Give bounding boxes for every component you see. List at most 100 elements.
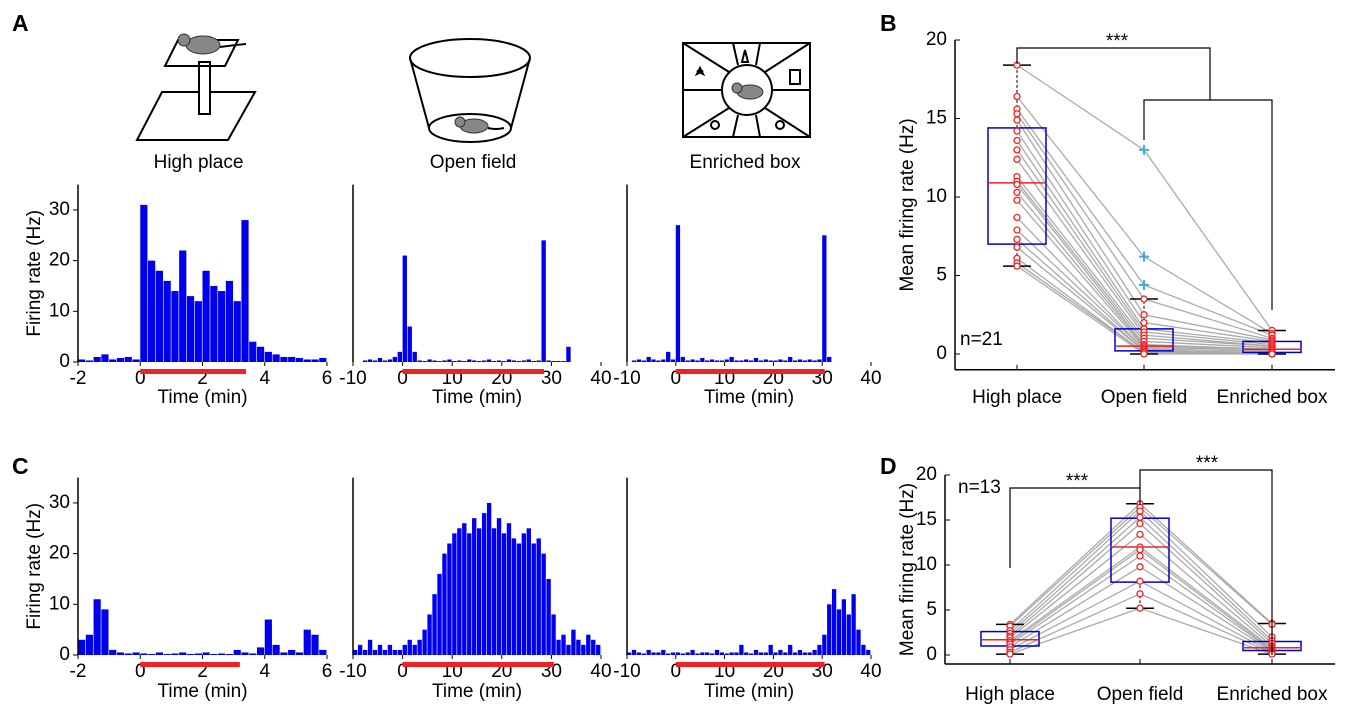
bar [496,360,502,362]
x-tick-label: 6 [322,368,333,389]
bar [783,652,788,655]
point [1136,530,1144,539]
bar [101,354,109,362]
bar [861,644,866,655]
bar [210,285,218,362]
bar [452,360,457,362]
bar [432,360,437,362]
y-axis-label: Mean firing rate (Hz) [897,118,918,291]
point [1013,226,1021,234]
y-tick-label: 20 [916,464,937,485]
bar [148,260,156,362]
bar [397,649,402,655]
bar [506,523,512,655]
bar [225,280,234,362]
bar [140,653,148,655]
bar [797,649,803,655]
bar [827,604,832,655]
x-axis-label: Time (min) [704,681,794,702]
y-tick-label: 30 [49,492,70,513]
y-tick-label: 5 [926,599,937,620]
bar [481,513,487,655]
bar [367,359,373,362]
significance-label: *** [1066,471,1089,492]
y-tick-label: 0 [926,644,937,665]
arena-label: Open field [430,152,517,173]
bar [661,649,666,655]
bar [724,359,729,362]
bar [802,360,807,362]
bar [646,356,651,362]
bar [477,360,482,362]
y-axis-label: Firing rate (Hz) [24,210,45,337]
bar [155,652,163,655]
significance-bracket [1009,487,1140,568]
bar [256,346,265,362]
bar [171,291,179,362]
y-tick-label: 10 [49,593,70,614]
bar [571,629,576,655]
bar [387,359,393,362]
bar [367,639,373,655]
bar [407,326,412,362]
category-label: Open field [1097,684,1184,705]
bar [101,609,109,655]
x-tick-label: 0 [671,368,682,389]
stimulus-bar [675,662,825,667]
outlier [1139,251,1149,262]
bar [841,599,846,655]
n-label: n=13 [958,477,1001,498]
bar [714,649,720,655]
bar [186,296,195,362]
bar [695,360,700,362]
bar [675,652,681,655]
bar [179,250,187,362]
bar [462,360,467,362]
bar [661,359,666,362]
bar [739,360,744,362]
bar [749,360,754,362]
y-tick-label: 10 [926,186,947,207]
bar [856,629,861,655]
bar [536,360,541,362]
x-tick-label: 40 [590,368,611,389]
bar [724,653,729,655]
bar [432,594,437,655]
bar [382,360,388,362]
point [1013,136,1021,145]
x-tick-label: 4 [259,661,270,682]
point [1013,262,1021,270]
bar [516,543,522,655]
bar [758,652,764,655]
bar [729,356,734,362]
bar [93,356,101,362]
bar [695,653,700,655]
x-tick-label: -2 [70,661,87,682]
bar [202,270,210,362]
bar [641,653,646,655]
bar [447,543,452,655]
bar [179,652,187,655]
significance-bracket [1016,47,1211,100]
x-axis-label: Time (min) [432,387,522,408]
point [1013,155,1021,163]
n-label: n=21 [960,329,1003,350]
point [1013,110,1021,118]
bar [651,359,656,362]
bar [729,652,734,655]
significance-bracket [1143,99,1273,310]
x-tick-label: 2 [197,368,208,389]
bar [817,644,822,655]
bar [256,647,265,655]
bar [249,341,257,362]
point [1136,577,1144,585]
bar [700,652,705,655]
bar [812,360,817,362]
bar [778,359,783,362]
bar [773,652,778,655]
x-tick-label: 0 [135,661,146,682]
bar [734,360,739,362]
bar [109,649,117,655]
bar [85,360,93,362]
